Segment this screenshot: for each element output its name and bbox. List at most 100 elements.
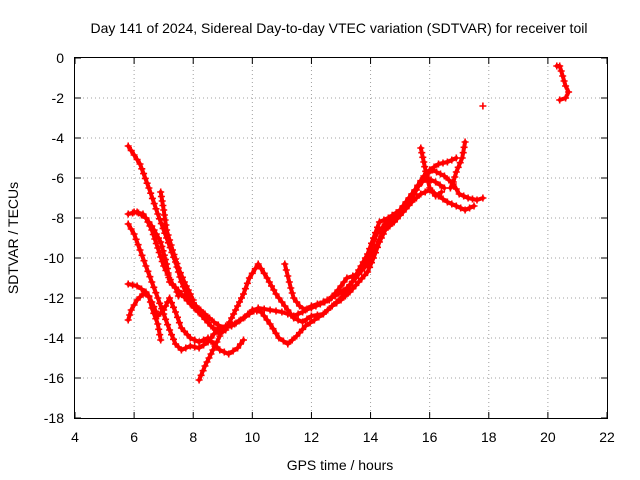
data-point-marker (479, 102, 487, 110)
data-point-marker (152, 289, 160, 297)
data-point-marker (334, 286, 342, 294)
data-point-marker (142, 262, 150, 270)
data-point-marker (156, 331, 164, 339)
data-series-track-1 (124, 142, 487, 332)
data-point-marker (349, 272, 357, 280)
data-point-marker (234, 302, 242, 310)
data-point-marker (374, 223, 381, 231)
data-point-marker (337, 296, 345, 304)
data-point-marker (245, 274, 253, 282)
data-point-marker (307, 312, 315, 320)
data-point-marker (479, 194, 487, 202)
data-point-marker (359, 258, 367, 266)
data-point-marker (372, 229, 379, 237)
data-point-marker (281, 302, 289, 310)
data-point-marker (195, 376, 203, 384)
data-point-marker (240, 290, 247, 298)
data-series-track-6 (130, 208, 182, 300)
data-point-marker (243, 279, 251, 287)
data-point-marker (129, 281, 137, 289)
data-point-marker (211, 342, 219, 350)
data-point-marker (432, 192, 440, 200)
data-point-marker (160, 251, 168, 259)
data-point-marker (156, 215, 163, 223)
data-point-marker (172, 255, 179, 263)
data-point-marker (452, 154, 460, 162)
data-point-marker (443, 198, 451, 206)
data-point-marker (216, 332, 224, 340)
data-point-marker (152, 230, 160, 238)
data-point-marker (556, 62, 564, 70)
data-point-marker (429, 188, 437, 196)
data-point-marker (565, 88, 573, 96)
data-point-marker (307, 304, 315, 312)
x-tick-label: 20 (540, 429, 556, 445)
data-point-marker (184, 286, 192, 294)
tick-labels: 4 6 8 10 12 14 16 18 20 22 0 -2 -4 -6 -8 -10 -12 -14 -16 -1… (44, 50, 615, 445)
data-point-marker (148, 278, 156, 286)
data-point-marker (288, 336, 296, 344)
chart-title: Day 141 of 2024, Sidereal Day-to-day VTE… (91, 20, 588, 36)
data-point-marker (559, 72, 567, 80)
data-point-marker (253, 307, 261, 315)
data-point-marker (203, 358, 211, 366)
data-point-marker (154, 210, 162, 218)
data-point-marker (251, 265, 259, 273)
data-point-marker (377, 232, 385, 240)
data-point-marker (130, 301, 138, 309)
data-point-marker (138, 251, 146, 259)
data-point-marker (288, 289, 296, 297)
data-point-marker (459, 149, 467, 157)
x-tick-label: 22 (599, 429, 615, 445)
data-point-marker (133, 282, 141, 290)
data-point-marker (150, 309, 158, 317)
data-point-marker (229, 347, 237, 355)
data-point-marker (312, 302, 320, 310)
data-point-marker (340, 278, 348, 286)
data-point-marker (166, 294, 174, 302)
data-point-marker (146, 298, 154, 306)
data-point-marker (366, 256, 374, 263)
data-point-marker (452, 185, 460, 193)
data-point-marker (154, 320, 162, 328)
data-point-marker (146, 273, 154, 281)
data-point-marker (124, 142, 132, 150)
data-point-marker (186, 290, 194, 298)
data-point-marker (457, 204, 465, 212)
data-point-marker (417, 190, 425, 198)
data-point-marker (402, 202, 410, 210)
data-point-marker (435, 160, 442, 168)
x-tick-label: 18 (481, 429, 497, 445)
data-point-marker (399, 206, 407, 214)
data-point-marker (136, 246, 144, 254)
data-point-marker (127, 225, 135, 233)
y-axis-label: SDTVAR / TECUs (5, 182, 21, 294)
y-tick-label: -12 (44, 290, 64, 306)
data-point-marker (158, 242, 166, 250)
data-point-marker (366, 245, 374, 253)
data-point-marker (191, 343, 199, 351)
data-point-marker (368, 239, 375, 247)
data-point-marker (182, 282, 190, 290)
data-point-marker (445, 176, 453, 184)
data-point-marker (270, 286, 278, 294)
data-point-marker (294, 316, 302, 324)
data-point-marker (455, 190, 463, 198)
data-point-marker (395, 209, 403, 217)
plot-frame (74, 57, 608, 419)
data-point-marker (364, 268, 372, 276)
data-point-marker (324, 306, 332, 314)
data-point-marker (170, 303, 177, 311)
data-point-marker (446, 184, 454, 192)
data-point-marker (178, 273, 186, 281)
data-point-marker (368, 251, 376, 259)
data-point-marker (216, 346, 224, 354)
data-point-marker (241, 285, 249, 293)
data-point-marker (316, 300, 324, 308)
data-series-track-9 (281, 154, 460, 314)
data-point-marker (306, 319, 314, 327)
data-point-marker (451, 173, 459, 181)
data-point-marker (269, 325, 277, 333)
data-point-marker (222, 322, 230, 330)
data-point-marker (268, 282, 275, 290)
